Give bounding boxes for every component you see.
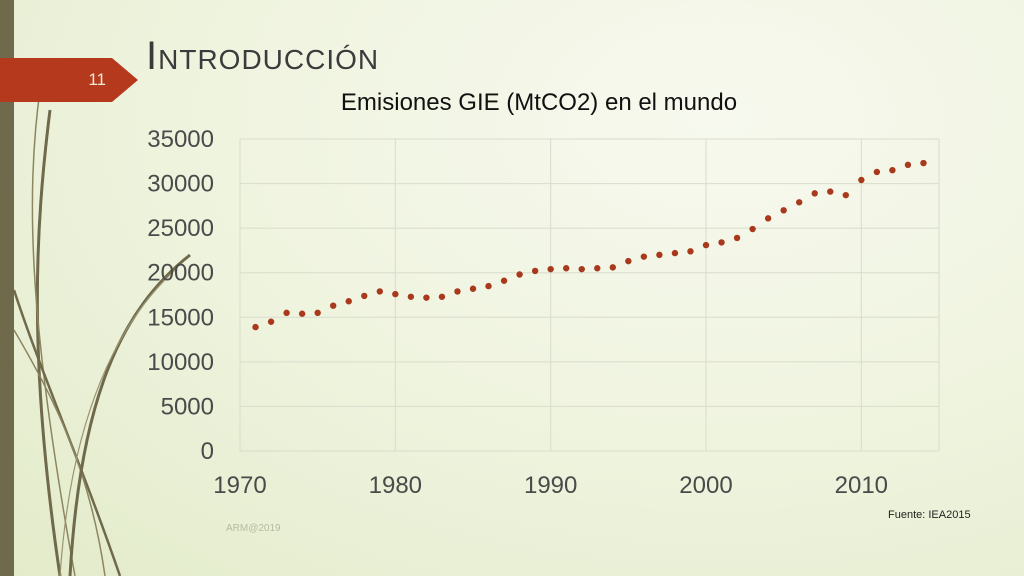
data-points xyxy=(252,159,927,331)
y-tick-label: 0 xyxy=(201,438,214,465)
data-point xyxy=(640,253,648,260)
x-tick-label: 2010 xyxy=(835,472,888,499)
data-point xyxy=(578,265,585,273)
data-point xyxy=(283,309,290,317)
y-tick-label: 5000 xyxy=(161,393,214,420)
chart-gridlines xyxy=(239,138,940,452)
data-point xyxy=(796,199,803,206)
data-point xyxy=(361,292,368,300)
data-point xyxy=(500,277,508,284)
y-axis-ticks: 0 5000 10000 15000 20000 25000 30000 35000 xyxy=(147,126,214,465)
data-point xyxy=(904,161,912,169)
footer-text: ARM@2019 xyxy=(226,523,281,534)
y-tick-label: 20000 xyxy=(147,260,214,287)
data-point xyxy=(889,167,896,174)
data-point xyxy=(594,265,601,272)
x-tick-label: 1990 xyxy=(524,472,577,499)
y-tick-label: 15000 xyxy=(147,304,214,331)
data-point xyxy=(252,323,259,331)
data-point xyxy=(407,293,415,300)
data-point xyxy=(376,288,383,295)
slide-number-badge: 11 xyxy=(0,58,138,102)
data-point xyxy=(671,249,679,257)
data-point xyxy=(531,267,539,275)
data-point xyxy=(298,310,306,317)
data-point xyxy=(345,298,352,305)
data-point xyxy=(547,265,554,273)
y-tick-label: 30000 xyxy=(147,171,214,198)
data-point xyxy=(873,168,881,176)
data-point xyxy=(749,225,756,233)
data-point xyxy=(314,309,321,317)
data-point xyxy=(656,251,663,259)
data-point xyxy=(764,215,772,222)
left-accent-bar xyxy=(0,0,14,576)
x-tick-label: 1970 xyxy=(213,472,266,499)
data-point xyxy=(609,264,616,271)
data-point xyxy=(267,318,275,325)
data-point xyxy=(485,282,492,290)
y-tick-label: 10000 xyxy=(147,349,214,376)
x-tick-label: 2000 xyxy=(679,472,732,499)
data-point xyxy=(563,265,570,272)
x-tick-label: 1980 xyxy=(369,472,422,499)
slide-title: Introducción xyxy=(146,34,380,78)
data-point xyxy=(827,188,834,195)
y-tick-label: 35000 xyxy=(147,126,214,153)
data-point xyxy=(625,257,632,265)
chart-title: Emisiones GIE (MtCO2) en el mundo xyxy=(341,89,737,116)
data-point xyxy=(920,159,927,167)
data-point xyxy=(438,293,446,300)
data-point xyxy=(842,191,849,199)
data-point xyxy=(687,248,694,255)
data-point xyxy=(780,207,787,214)
data-point xyxy=(858,176,865,184)
decorative-curves xyxy=(12,89,191,576)
data-point xyxy=(718,239,725,246)
data-point xyxy=(733,234,741,242)
y-tick-label: 25000 xyxy=(147,215,214,242)
slide-number: 11 xyxy=(88,70,106,89)
data-point xyxy=(469,285,477,292)
x-axis-ticks: 1970 1980 1990 2000 2010 xyxy=(213,472,888,499)
data-point xyxy=(702,241,710,249)
data-point xyxy=(392,290,399,298)
source-note: Fuente: IEA2015 xyxy=(888,509,971,521)
data-point xyxy=(811,190,818,197)
data-point xyxy=(330,302,337,309)
data-point xyxy=(454,288,461,295)
data-point xyxy=(423,294,430,301)
data-point xyxy=(516,271,523,278)
